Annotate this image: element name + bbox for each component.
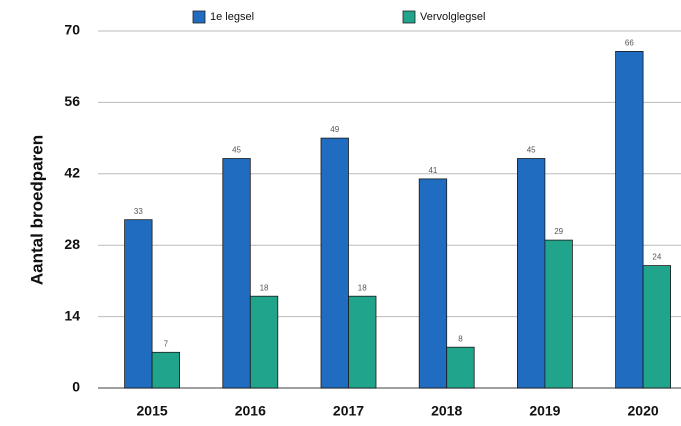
x-tick-label: 2015 — [137, 403, 168, 419]
y-tick-label: 70 — [64, 22, 80, 38]
legend-label: 1e legsel — [210, 11, 254, 23]
value-label: 29 — [554, 227, 563, 236]
bar — [249, 295, 279, 389]
bar — [544, 239, 573, 389]
value-label: 24 — [652, 253, 661, 262]
y-axis-title: Aantal broedparen — [27, 135, 46, 285]
bar — [418, 178, 448, 389]
y-tick-label: 56 — [64, 93, 80, 109]
value-label: 45 — [527, 146, 536, 155]
x-tick-label: 2018 — [431, 403, 462, 419]
value-label: 41 — [428, 166, 437, 175]
y-tick-label: 42 — [64, 165, 80, 181]
value-label: 49 — [330, 125, 339, 134]
y-tick-label: 0 — [72, 379, 80, 395]
bar — [348, 295, 377, 389]
value-label: 45 — [232, 146, 241, 155]
value-label: 18 — [260, 283, 269, 292]
bar — [151, 351, 181, 389]
value-label: 7 — [164, 339, 169, 348]
bar — [517, 158, 546, 389]
bar — [320, 137, 349, 389]
bar — [446, 346, 475, 389]
bar — [222, 158, 251, 389]
value-label: 66 — [625, 39, 634, 48]
bar — [615, 51, 644, 389]
value-label: 8 — [458, 334, 463, 343]
x-tick-label: 2020 — [628, 403, 659, 419]
bar — [642, 265, 671, 389]
value-label: 18 — [358, 283, 367, 292]
y-tick-label: 14 — [64, 307, 80, 323]
y-tick-label: 28 — [64, 236, 80, 252]
value-label: 33 — [134, 207, 143, 216]
legend-swatch — [192, 10, 206, 24]
x-tick-label: 2017 — [333, 403, 364, 419]
legend-label: Vervolglegsel — [420, 11, 485, 23]
bar — [124, 219, 153, 389]
x-tick-label: 2019 — [529, 403, 560, 419]
x-tick-label: 2016 — [235, 403, 266, 419]
legend-swatch — [402, 10, 416, 24]
